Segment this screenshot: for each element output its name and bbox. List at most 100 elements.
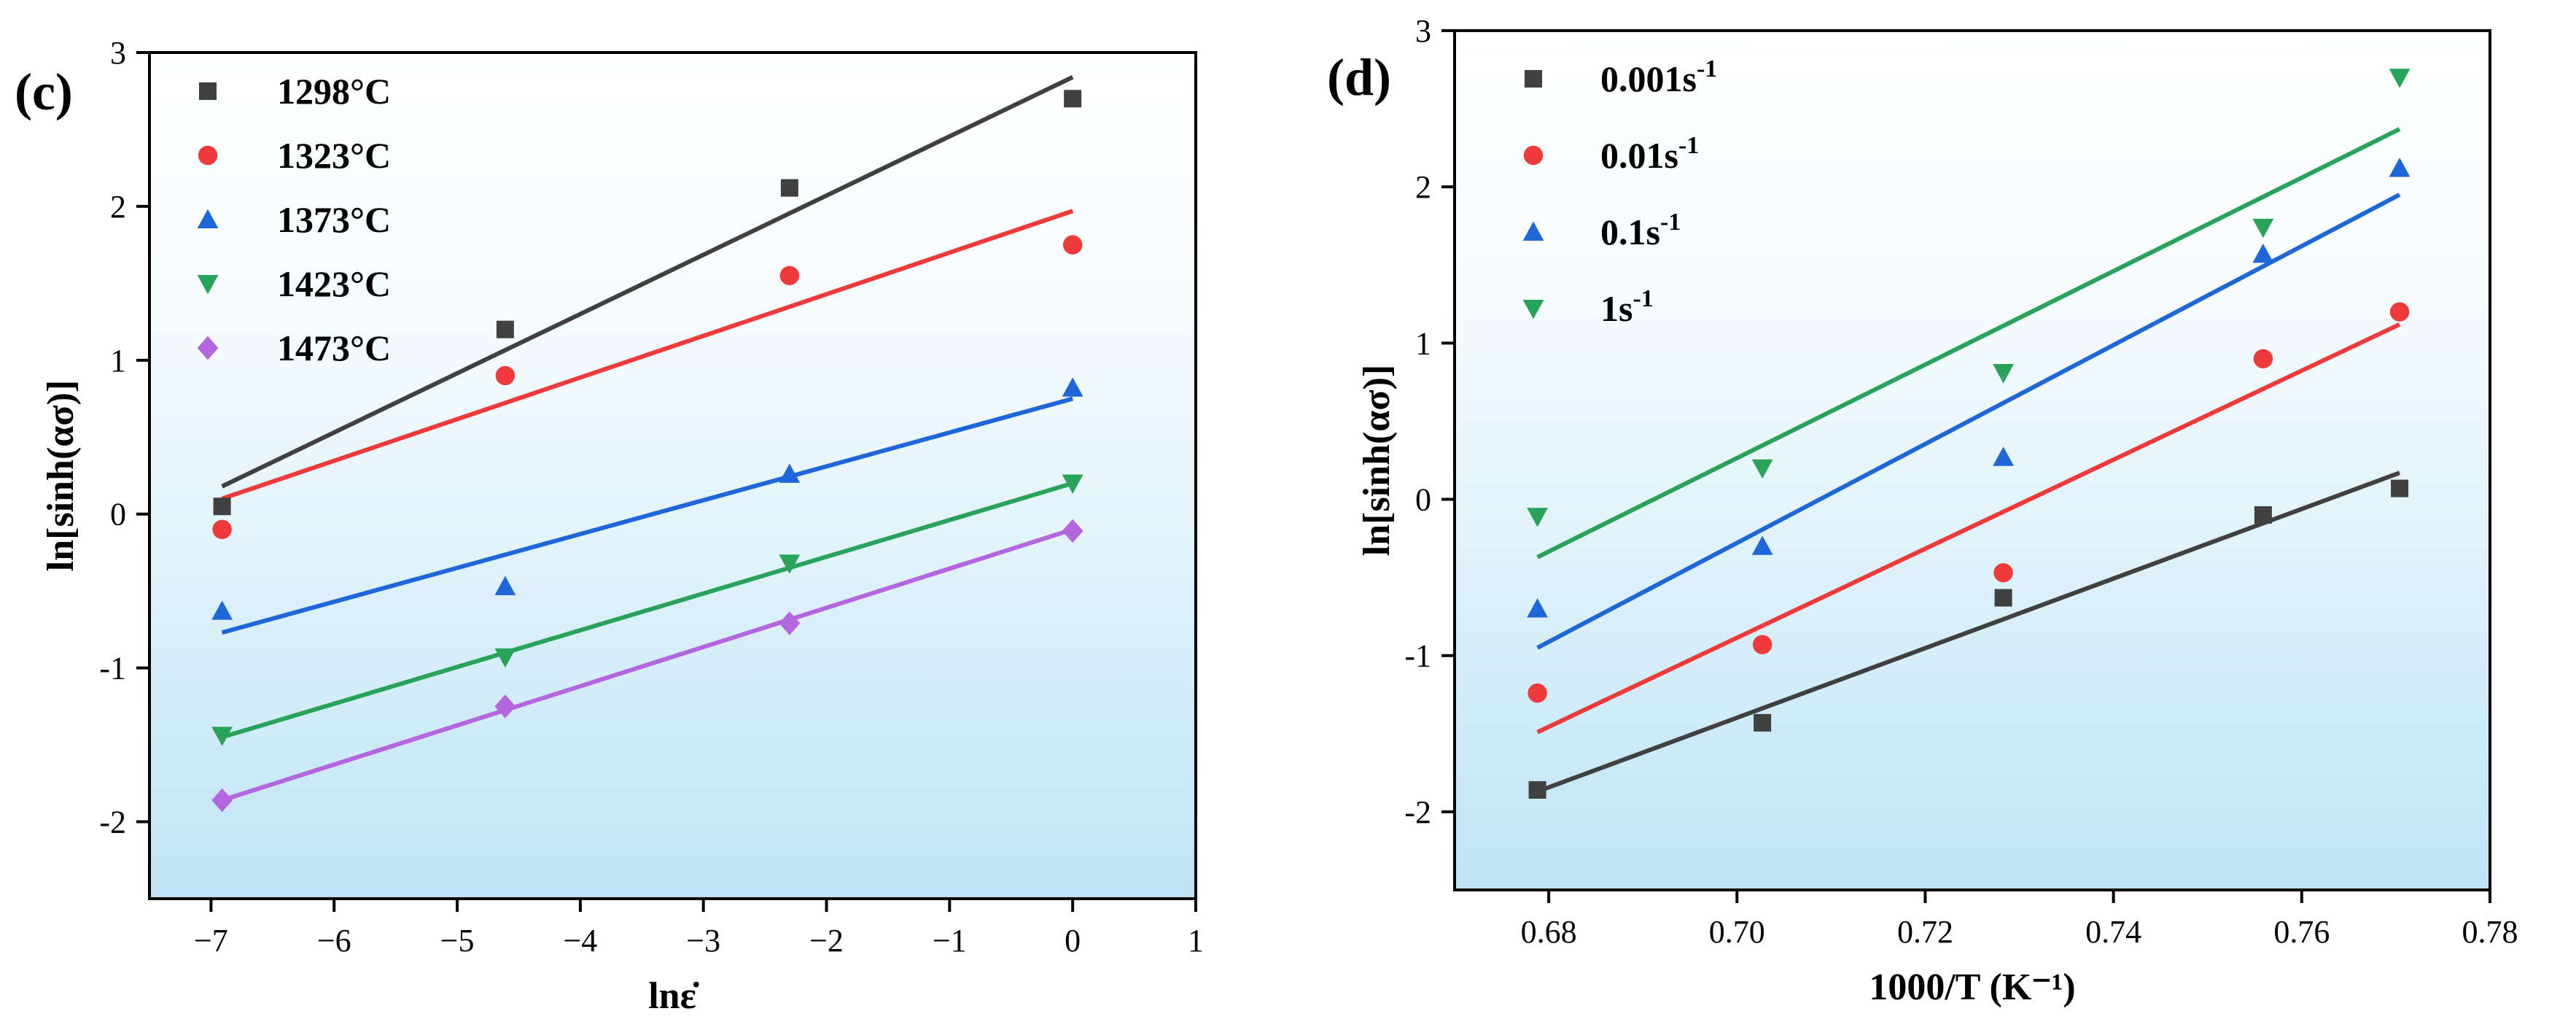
legend-label-superscript: -1 xyxy=(1633,285,1653,312)
x-tick-label: 0.78 xyxy=(2462,914,2518,950)
x-tick-label: −7 xyxy=(194,923,228,959)
y-tick-label: 0 xyxy=(110,497,126,533)
x-tick-label: −3 xyxy=(686,923,720,959)
data-point xyxy=(1062,519,1083,543)
fit-line xyxy=(1536,127,2401,559)
chart-panel-d: 0.68 0.70 0.72 0.74 0.76 0.78 -2 -1 0 1 2 3 0.001s… xyxy=(1327,13,2518,1008)
x-axis-title: lnε̇ xyxy=(648,975,699,1017)
y-tick-label: 0 xyxy=(1415,482,1431,518)
x-tick-label: 1 xyxy=(1188,923,1204,959)
x-tick-label: 0.72 xyxy=(1897,914,1953,950)
legend-label-superscript: -1 xyxy=(1697,55,1717,82)
data-points xyxy=(1527,69,2410,799)
data-point xyxy=(2389,69,2410,88)
legend-label: 1373°C xyxy=(277,199,391,240)
y-axis-title: ln[sinh(ασ)] xyxy=(40,380,82,571)
data-point xyxy=(1993,563,2013,583)
y-axis-ticks: -2 -1 0 1 2 3 xyxy=(1404,13,1455,830)
data-point xyxy=(213,497,231,516)
data-point xyxy=(1993,446,2014,466)
data-point xyxy=(2253,349,2273,368)
data-point xyxy=(1528,683,1547,703)
y-tick-label: 2 xyxy=(110,189,126,225)
x-tick-label: −5 xyxy=(440,923,475,959)
legend-label-superscript: -1 xyxy=(1678,132,1699,159)
x-tick-label: 0.76 xyxy=(2273,914,2330,950)
data-point xyxy=(1064,90,1082,108)
fit-line xyxy=(1536,471,2401,794)
fit-line xyxy=(221,396,1073,635)
plot-frame xyxy=(148,51,1197,900)
y-tick-label: -2 xyxy=(99,805,126,840)
data-point xyxy=(494,694,516,719)
fit-line xyxy=(221,209,1074,501)
y-tick-label: 1 xyxy=(1415,325,1431,361)
data-point xyxy=(2389,158,2410,177)
data-point xyxy=(1752,635,1773,654)
data-point xyxy=(1062,377,1083,397)
legend-marker xyxy=(1525,70,1542,88)
panel-label: (c) xyxy=(15,63,73,121)
y-tick-label: 3 xyxy=(1415,13,1431,49)
data-point xyxy=(1994,589,2012,607)
legend-label: 1473°C xyxy=(277,328,391,368)
data-point xyxy=(779,266,800,286)
panel-label: (d) xyxy=(1327,48,1391,107)
x-tick-label: −1 xyxy=(933,923,967,959)
legend-label: 1298°C xyxy=(277,71,391,112)
fit-lines xyxy=(1536,127,2401,794)
data-point xyxy=(1062,235,1083,255)
legend-label: 1423°C xyxy=(277,263,391,304)
data-point xyxy=(495,365,515,386)
y-tick-label: -1 xyxy=(99,651,126,686)
legend-marker xyxy=(197,336,219,360)
data-point xyxy=(780,179,798,197)
data-point xyxy=(779,611,801,635)
y-tick-label: -2 xyxy=(1404,794,1431,830)
legend-label: 0.001s-1 xyxy=(1600,55,1717,99)
y-tick-label: -1 xyxy=(1404,638,1431,674)
data-point xyxy=(1527,598,1548,618)
legend: 0.001s-10.01s-10.1s-11s-1 xyxy=(1522,55,1717,329)
y-tick-label: 1 xyxy=(110,343,126,379)
data-point xyxy=(1062,474,1083,494)
y-axis-ticks: -2 -1 0 1 2 3 xyxy=(99,35,149,840)
data-point xyxy=(496,320,514,338)
plot-frame xyxy=(1453,29,2491,891)
data-point xyxy=(1751,459,1773,479)
legend-marker xyxy=(1523,145,1544,166)
data-point xyxy=(211,727,233,746)
data-point xyxy=(2254,506,2272,524)
x-tick-label: 0.68 xyxy=(1521,914,1577,950)
data-point xyxy=(1528,781,1546,799)
data-point xyxy=(1754,713,1772,732)
fit-line xyxy=(1536,193,2401,650)
data-point xyxy=(2252,218,2274,239)
x-axis-ticks: −7 −6 −5 −4 −3 −2 −1 0 1 xyxy=(194,899,1204,959)
y-tick-label: 3 xyxy=(110,35,126,71)
legend-label: 1323°C xyxy=(277,135,391,176)
data-point xyxy=(779,554,801,574)
data-point xyxy=(2252,243,2274,263)
plot-area-background xyxy=(1455,31,2490,890)
fit-lines xyxy=(221,75,1074,802)
plot-area-background xyxy=(149,53,1196,899)
x-tick-label: −4 xyxy=(563,923,597,959)
legend-marker xyxy=(199,82,217,100)
y-axis-title: ln[sinh(ασ)] xyxy=(1356,365,1398,556)
data-point xyxy=(1751,535,1773,555)
data-points xyxy=(211,90,1083,813)
fit-line xyxy=(221,527,1074,802)
data-point xyxy=(211,788,233,813)
data-point xyxy=(2391,479,2409,497)
x-tick-label: −2 xyxy=(809,923,844,959)
legend-marker xyxy=(197,275,219,295)
x-tick-label: 0.74 xyxy=(2085,914,2141,950)
y-tick-label: 2 xyxy=(1415,169,1431,205)
fit-line xyxy=(221,481,1074,740)
legend-marker xyxy=(197,209,219,228)
x-tick-label: 0 xyxy=(1065,923,1081,959)
data-point xyxy=(212,519,232,540)
legend-marker xyxy=(1522,221,1544,241)
